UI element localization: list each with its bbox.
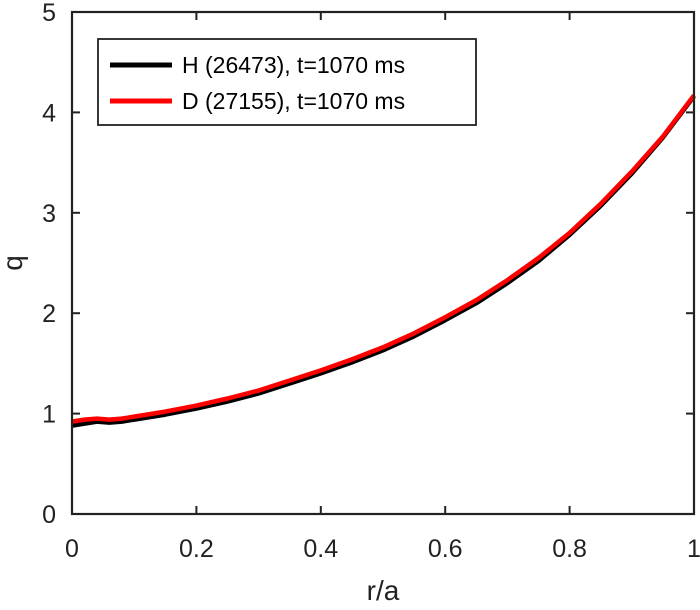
legend: H (26473), t=1070 ms D (27155), t=1070 m… bbox=[97, 38, 477, 126]
x-tick-label: 0 bbox=[65, 535, 79, 563]
x-tick-label: 1 bbox=[687, 535, 700, 563]
plot-frame bbox=[70, 10, 696, 516]
y-axis-label: q bbox=[0, 255, 28, 271]
y-tick-label: 1 bbox=[42, 401, 56, 429]
y-tick-label: 0 bbox=[42, 501, 56, 529]
y-tick-label: 3 bbox=[42, 200, 56, 228]
legend-label-h: H (26473), t=1070 ms bbox=[182, 52, 405, 78]
x-tick-label: 0.2 bbox=[179, 535, 214, 563]
y-tick-label: 2 bbox=[42, 300, 56, 328]
x-tick-label: 0.8 bbox=[552, 535, 587, 563]
x-tick-label: 0.6 bbox=[428, 535, 463, 563]
legend-label-d: D (27155), t=1070 ms bbox=[182, 88, 405, 114]
y-tick-label: 5 bbox=[42, 0, 56, 27]
ticks-group: 0 0.2 0.4 0.6 0.8 1 0 1 2 3 4 5 bbox=[42, 0, 700, 563]
series-line-d bbox=[71, 93, 696, 424]
x-tick-label: 0.4 bbox=[303, 535, 338, 563]
x-axis-label: r/a bbox=[367, 575, 400, 606]
y-tick-label: 4 bbox=[42, 99, 56, 127]
legend-box bbox=[97, 38, 477, 126]
curves-group bbox=[71, 93, 696, 428]
